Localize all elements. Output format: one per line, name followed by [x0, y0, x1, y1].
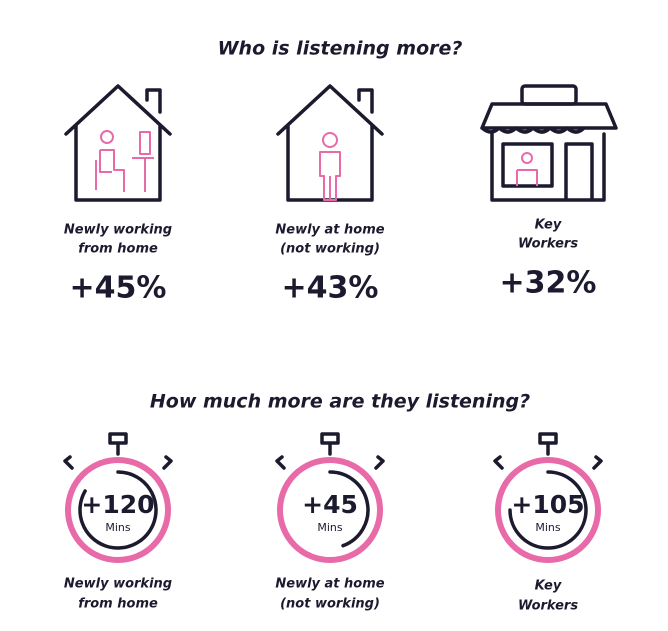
item-label: (not working) [280, 242, 380, 257]
stopwatch-knob [493, 455, 603, 470]
stopwatch-knob [63, 455, 173, 470]
item-label: Key [535, 218, 562, 233]
house-icon [276, 84, 384, 202]
stopwatch-ring [277, 457, 383, 563]
item-label: Newly working [64, 577, 172, 592]
minutes-unit: Mins [535, 521, 561, 534]
icons [64, 84, 618, 202]
minutes-unit: Mins [317, 521, 343, 534]
stopwatch-button [538, 432, 558, 456]
item-label: Newly at home [275, 577, 384, 592]
item-label: from home [78, 597, 158, 612]
percent-value: +45% [70, 271, 167, 306]
section-title: Who is listening more? [218, 38, 463, 60]
minutes-value: +120 [81, 490, 154, 519]
percent-value: +32% [500, 266, 597, 301]
item-label: Key [535, 579, 562, 594]
stopwatch-arc [508, 470, 588, 550]
item-label: Newly working [64, 223, 172, 238]
item-label: from home [78, 242, 158, 257]
stopwatch-arc [328, 470, 370, 548]
stopwatch-button [320, 432, 340, 456]
stopwatch-arc [78, 470, 158, 550]
minutes-value: +45 [302, 490, 358, 519]
item-label: Workers [518, 599, 578, 614]
stopwatch-ring [65, 457, 171, 563]
item-label: (not working) [280, 597, 380, 612]
stopwatch-knob [275, 455, 385, 470]
item-label: Newly at home [275, 223, 384, 238]
stopwatch-button [108, 432, 128, 456]
shop-icon [480, 84, 618, 202]
section-title: How much more are they listening? [150, 391, 530, 413]
stopwatch-ring [495, 457, 601, 563]
item-label: Workers [518, 237, 578, 252]
percent-value: +43% [282, 271, 379, 306]
minutes-unit: Mins [105, 521, 131, 534]
minutes-value: +105 [511, 490, 584, 519]
house-icon [64, 84, 172, 202]
